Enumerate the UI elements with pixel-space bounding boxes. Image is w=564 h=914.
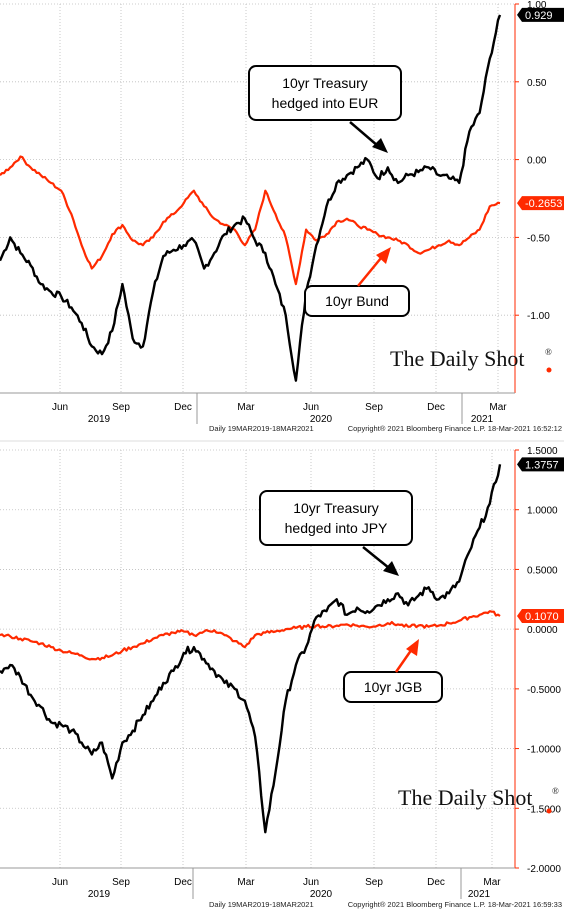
c1-ytick-label-3: -0.50	[527, 233, 550, 244]
bottom-last-value-treasury-jpy: 1.3757	[517, 457, 564, 472]
top-annotation-treasury-eur-arrowhead	[372, 138, 388, 153]
c1-xtick-month-6: Dec	[427, 402, 445, 413]
top-annotation-bund: 10yr Bund	[304, 247, 410, 317]
top-annotation-bund-label: 10yr Bund	[325, 293, 389, 309]
top-logo-registered-mark: ®	[545, 347, 552, 357]
bottom-chart: 1.5000 1.0000 0.5000 0.0000 -0.5000 -1.0000 -1…	[0, 446, 564, 909]
c1-xtick-month-0: Jun	[52, 402, 68, 413]
top-annotation-treasury-eur-box	[248, 65, 402, 121]
bottom-annotation-treasury-jpy-box	[259, 490, 413, 546]
top-last-value-bund: -0.2653	[517, 196, 564, 211]
top-annotation-bund-arrowhead	[376, 247, 391, 264]
c2-ytick-label-6: -1.5000	[527, 804, 561, 815]
bottom-annotation-jgb: 10yr JGB	[343, 639, 443, 703]
bottom-last-value-treasury-jpy-label: 1.3757	[525, 459, 559, 471]
bottom-annotation-jgb-arrow	[394, 648, 414, 673]
bottom-gridlines	[0, 449, 515, 869]
c1-series-line-0	[0, 14, 502, 382]
c2-series-line-0	[0, 464, 502, 834]
bottom-footer-left: Daily 19MAR2019-18MAR2021	[209, 900, 314, 909]
c1-ytick-label-2: 0.00	[527, 156, 547, 167]
top-last-value-treasury-eur-label: 0.929	[525, 10, 553, 22]
c1-xtick-month-1: Sep	[112, 402, 130, 413]
bottom-logo: The Daily Shot ®	[398, 785, 559, 814]
c2-ytick-label-2: 0.5000	[527, 565, 558, 576]
c2-xtick-year-0: 2019	[88, 889, 111, 900]
c1-ytick-label-4: -1.00	[527, 311, 550, 322]
top-chart: 1.00 0.50 0.00 -0.50 -1.00 0.929 -0.2653 Jun…	[0, 0, 564, 433]
c2-xtick-month-3: Mar	[237, 877, 255, 888]
c1-xtick-month-5: Sep	[365, 402, 383, 413]
c2-xtick-month-2: Dec	[174, 877, 192, 888]
c2-xtick-year-2: 2021	[468, 889, 491, 900]
bottom-logo-registered-mark: ®	[552, 786, 559, 796]
c1-tag-red-shape	[517, 196, 564, 211]
c2-tag-red-shape	[517, 609, 564, 624]
bottom-logo-text: The Daily Shot	[398, 785, 532, 810]
bottom-annotation-jgb-arrowhead	[406, 639, 419, 656]
top-logo: The Daily Shot ®	[390, 346, 552, 373]
c2-ytick-label-7: -2.0000	[527, 864, 561, 875]
top-x-tick-labels: Jun Sep Dec Mar Jun Sep Dec Mar 2019 2020 2021	[52, 393, 507, 425]
top-y-tick-labels: 1.00 0.50 0.00 -0.50 -1.00	[515, 0, 550, 322]
top-last-value-treasury-eur: 0.929	[517, 7, 564, 22]
bottom-logo-dot	[546, 808, 552, 814]
bottom-footer-right: Copyright® 2021 Bloomberg Finance L.P. 1…	[348, 900, 562, 909]
top-footer-left: Daily 19MAR2019-18MAR2021	[209, 424, 314, 433]
bottom-annotation-treasury-jpy-arrowhead	[383, 561, 399, 576]
bottom-series-jgb-group	[0, 610, 501, 661]
top-annotation-treasury-eur: 10yr Treasury hedged into EUR	[248, 65, 402, 153]
top-logo-dot	[546, 367, 552, 373]
c2-ytick-label-0: 1.5000	[527, 446, 558, 457]
c2-xtick-month-1: Sep	[112, 877, 130, 888]
c2-xtick-month-7: Mar	[483, 877, 501, 888]
bottom-y-tick-labels: 1.5000 1.0000 0.5000 0.0000 -0.5000 -1.0000 -1…	[515, 446, 561, 875]
c2-ytick-label-3: 0.0000	[527, 625, 558, 636]
c1-xtick-month-3: Mar	[237, 402, 255, 413]
c2-series-line-1	[0, 610, 501, 661]
top-logo-text: The Daily Shot	[390, 346, 524, 371]
bottom-annotation-jgb-label: 10yr JGB	[364, 679, 422, 695]
c1-series-line-1	[0, 155, 501, 286]
bottom-annotation-treasury-jpy-arrow	[362, 546, 390, 569]
bottom-last-value-jgb-label: 0.1070	[525, 611, 559, 623]
top-series-treasury-eur-group	[0, 14, 502, 382]
bottom-annotation-jgb-box	[343, 671, 443, 703]
top-series-bund-group	[0, 155, 501, 286]
c2-ytick-label-1: 1.0000	[527, 506, 558, 517]
c1-xtick-year-0: 2019	[88, 414, 111, 425]
c2-xtick-month-6: Dec	[427, 877, 445, 888]
c1-xtick-year-2: 2021	[471, 414, 494, 425]
top-annotation-treasury-eur-line2: hedged into EUR	[272, 95, 379, 111]
top-annotation-bund-arrow	[357, 257, 382, 287]
c1-xtick-year-1: 2020	[310, 414, 333, 425]
top-annotation-treasury-eur-line1: 10yr Treasury	[282, 75, 368, 91]
top-last-value-bund-label: -0.2653	[525, 198, 562, 210]
bottom-series-treasury-jpy-group	[0, 464, 502, 834]
top-annotation-treasury-eur-arrow	[349, 121, 379, 147]
top-footer-right: Copyright® 2021 Bloomberg Finance L.P. 1…	[348, 424, 562, 433]
top-annotation-bund-box	[304, 285, 410, 317]
bottom-annotation-treasury-jpy: 10yr Treasury hedged into JPY	[259, 490, 413, 576]
c2-tag-black-shape	[517, 457, 564, 472]
c1-xtick-month-2: Dec	[174, 402, 192, 413]
bottom-annotation-treasury-jpy-line1: 10yr Treasury	[293, 500, 379, 516]
c2-xtick-month-5: Sep	[365, 877, 383, 888]
c1-ytick-label-1: 0.50	[527, 78, 547, 89]
c1-xtick-month-7: Mar	[489, 402, 507, 413]
c1-tag-black-shape	[517, 7, 564, 22]
bottom-x-tick-labels: Jun Sep Dec Mar Jun Sep Dec Mar 2019 2020 2021	[52, 868, 501, 900]
c2-ytick-label-4: -0.5000	[527, 685, 561, 696]
c1-ytick-label-0: 1.00	[527, 0, 547, 11]
c2-xtick-month-0: Jun	[52, 877, 68, 888]
bottom-last-value-jgb: 0.1070	[517, 609, 564, 624]
c2-xtick-year-1: 2020	[310, 889, 333, 900]
top-gridlines	[0, 3, 515, 393]
c2-ytick-label-5: -1.0000	[527, 745, 561, 756]
c1-xtick-month-4: Jun	[303, 402, 319, 413]
bottom-annotation-treasury-jpy-line2: hedged into JPY	[285, 520, 388, 536]
c2-xtick-month-4: Jun	[303, 877, 319, 888]
